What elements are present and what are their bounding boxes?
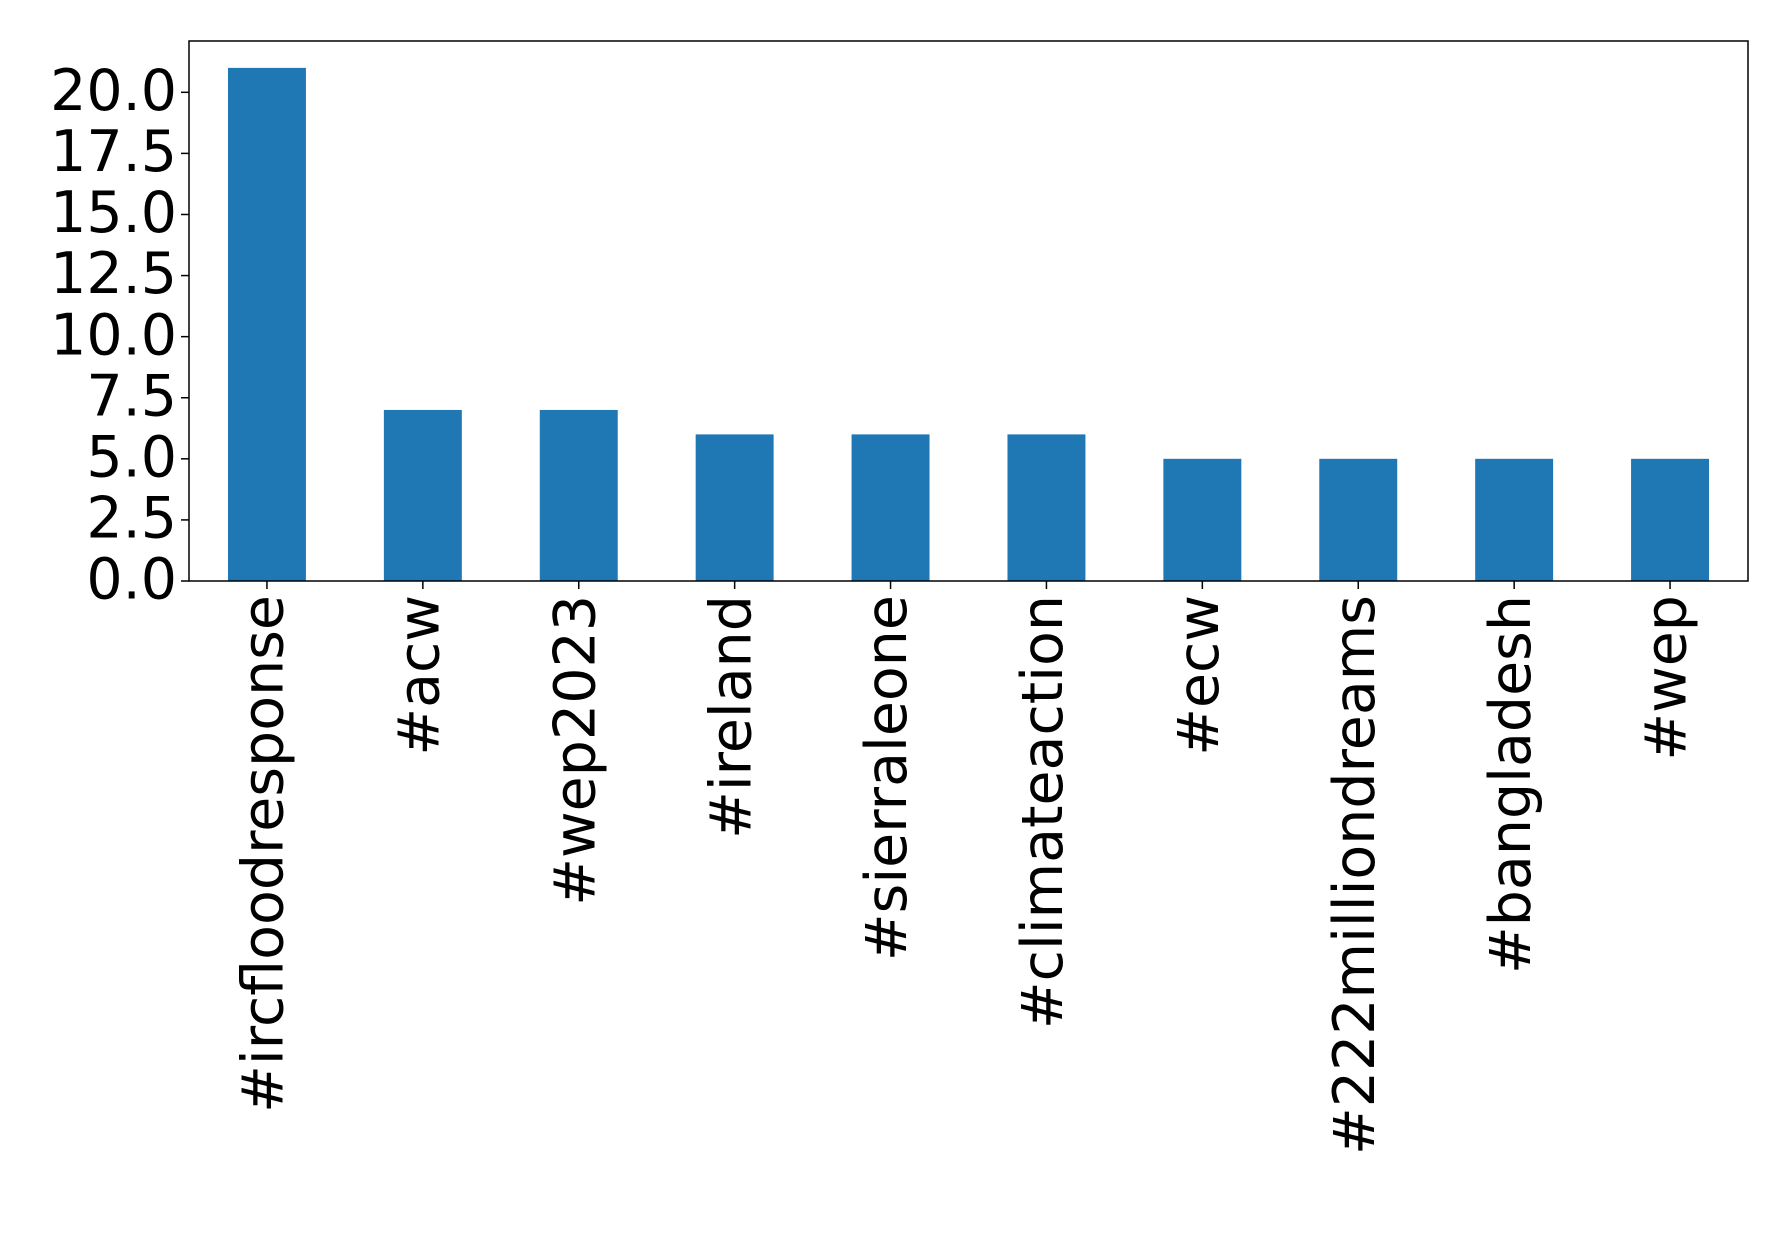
x-tick-label: #bangladesh xyxy=(1478,595,1544,974)
x-tick-label: #climateaction xyxy=(1010,595,1076,1029)
x-tick-label: #sierraleone xyxy=(854,595,920,961)
y-tick-label: 20.0 xyxy=(50,58,177,124)
bar xyxy=(1163,458,1242,581)
y-tick-label: 5.0 xyxy=(86,424,177,490)
x-tick-label: #ireland xyxy=(698,595,764,839)
y-tick-label: 12.5 xyxy=(50,241,177,307)
x-tick-label: #ircfloodresponse xyxy=(231,595,297,1113)
x-tick-label: #acw xyxy=(386,595,452,756)
bar xyxy=(1007,434,1086,581)
bar xyxy=(1319,458,1398,581)
bar xyxy=(851,434,930,581)
bar xyxy=(227,67,306,582)
plot-frame xyxy=(188,40,1749,582)
bar xyxy=(539,409,618,581)
x-tick-label: #wep xyxy=(1634,595,1700,761)
x-tick-label: #222milliondreams xyxy=(1322,595,1388,1155)
x-tick-label: #ecw xyxy=(1166,595,1232,756)
bar xyxy=(1475,458,1554,581)
x-tick-label: #wep2023 xyxy=(542,595,608,906)
y-tick-label: 15.0 xyxy=(50,180,177,246)
bar xyxy=(383,409,462,581)
bar xyxy=(695,434,774,581)
y-tick-label: 17.5 xyxy=(50,119,177,185)
bar xyxy=(1631,458,1710,581)
y-tick-label: 7.5 xyxy=(86,363,177,429)
y-tick-label: 0.0 xyxy=(86,547,177,613)
y-tick-label: 2.5 xyxy=(86,486,177,552)
y-tick-label: 10.0 xyxy=(50,302,177,368)
